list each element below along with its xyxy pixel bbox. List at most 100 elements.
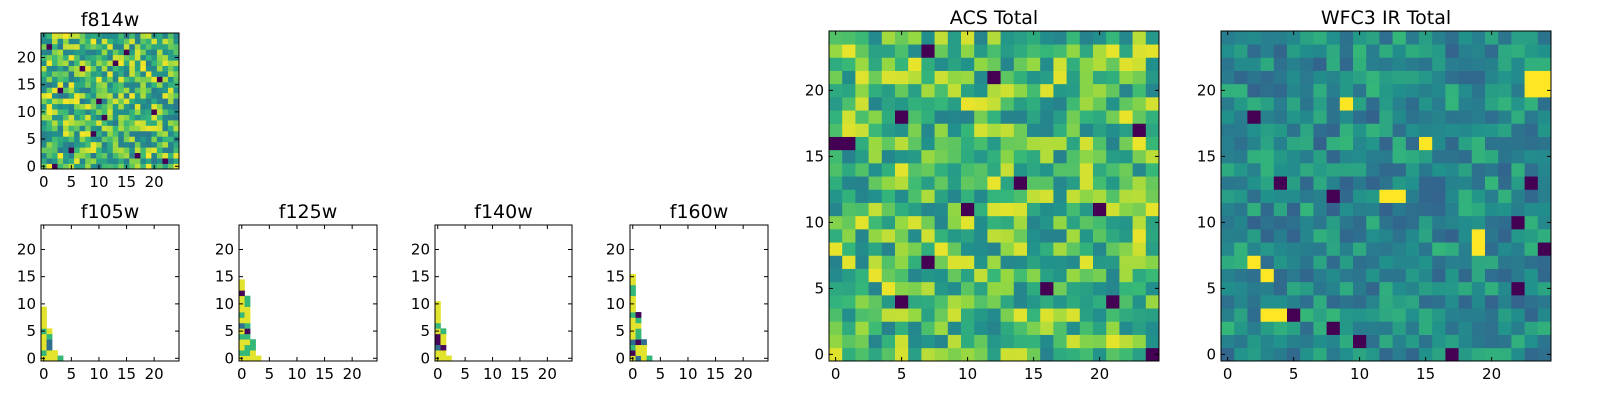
heatmap-cell <box>1313 347 1327 362</box>
heatmap-cell <box>250 344 256 351</box>
heatmap-cell <box>1445 136 1459 151</box>
heatmap-cell <box>1040 31 1054 45</box>
heatmap-cell <box>1471 255 1486 269</box>
heatmap-cell <box>57 65 64 72</box>
heatmap-cell <box>79 33 86 39</box>
heatmap-cell <box>46 350 53 356</box>
heatmap-cell <box>961 347 975 362</box>
heatmap-cell <box>908 295 922 309</box>
heatmap-cell <box>1013 281 1028 296</box>
heatmap-cell <box>96 81 103 88</box>
heatmap-cell <box>145 49 152 56</box>
heatmap-cell <box>1313 83 1327 98</box>
heatmap-cell <box>140 136 147 143</box>
heatmap-cell <box>118 87 125 94</box>
heatmap-cell <box>921 83 935 98</box>
heatmap-cell <box>107 92 114 99</box>
heatmap-cell <box>57 98 64 105</box>
heatmap-cell <box>934 308 949 322</box>
heatmap-cell <box>250 339 256 346</box>
heatmap-cell <box>167 87 174 94</box>
heatmap-cell <box>173 87 180 94</box>
heatmap-cell <box>1366 44 1380 58</box>
heatmap-cell <box>1405 189 1420 203</box>
heatmap-cell <box>1093 136 1107 151</box>
heatmap-cell <box>1524 308 1539 322</box>
heatmap-cell <box>79 125 86 132</box>
heatmap-cell <box>41 71 47 77</box>
heatmap-cell <box>1234 44 1248 58</box>
heatmap-cell <box>1040 255 1054 269</box>
panel-title: WFC3 IR Total <box>1321 7 1451 29</box>
heatmap-cell <box>1260 215 1275 230</box>
heatmap-cell <box>1458 44 1473 58</box>
heatmap-cell <box>145 141 152 148</box>
heatmap-cell <box>1339 281 1354 296</box>
heatmap-cell <box>90 81 97 88</box>
heatmap-cell <box>118 81 125 88</box>
heatmap-cell <box>1445 281 1459 296</box>
heatmap-cell <box>1066 70 1081 85</box>
heatmap-cell <box>1392 83 1407 98</box>
heatmap-cell <box>1419 268 1433 283</box>
heatmap-cell <box>1379 97 1393 111</box>
heatmap-cell <box>961 97 975 111</box>
heatmap-cell <box>123 71 130 77</box>
heatmap-cell <box>1260 70 1275 85</box>
heatmap-cell <box>1234 176 1248 190</box>
heatmap-cell <box>1079 295 1094 309</box>
heatmap-cell <box>134 60 141 66</box>
heatmap-cell <box>842 176 856 190</box>
heatmap-cell <box>52 103 58 110</box>
heatmap-cell <box>134 87 141 94</box>
heatmap-cell <box>1145 44 1160 58</box>
heatmap-cell <box>79 87 86 94</box>
heatmap-cell <box>1066 97 1081 111</box>
y-tick-label: 10 <box>411 295 430 313</box>
heatmap-cell <box>140 125 147 132</box>
heatmap-cell <box>1247 334 1261 349</box>
heatmap-cell <box>881 123 896 137</box>
heatmap-cell <box>1106 97 1120 111</box>
heatmap-cell <box>1247 229 1261 243</box>
heatmap-cell <box>1079 163 1094 177</box>
heatmap-cell <box>934 255 949 269</box>
heatmap-cell <box>1524 215 1539 230</box>
heatmap-cell <box>167 38 174 45</box>
heatmap-cell <box>244 328 251 335</box>
heatmap-cell <box>1287 176 1301 190</box>
heatmap-cell <box>68 54 75 61</box>
y-tick-label: 20 <box>17 48 36 66</box>
heatmap-cell <box>52 54 58 61</box>
heatmap-cell <box>947 215 962 230</box>
heatmap-cell <box>57 158 64 164</box>
heatmap-cell <box>1066 149 1081 164</box>
heatmap-cell <box>1326 215 1341 230</box>
heatmap-cell <box>1247 163 1261 177</box>
heatmap-cell <box>63 65 69 72</box>
heatmap-cell <box>961 44 975 58</box>
heatmap-cell <box>68 103 75 110</box>
heatmap-cell <box>101 158 108 164</box>
heatmap-cell <box>987 321 1001 335</box>
heatmap-cell <box>630 306 636 313</box>
heatmap-cell <box>151 120 158 126</box>
heatmap-cell <box>1419 163 1433 177</box>
heatmap-cell <box>1353 242 1367 256</box>
heatmap-cell <box>1040 281 1054 296</box>
heatmap-cell <box>1498 57 1512 71</box>
heatmap-cell <box>908 163 922 177</box>
heatmap-cell <box>145 76 152 83</box>
heatmap-cell <box>1458 163 1473 177</box>
heatmap-cell <box>908 176 922 190</box>
heatmap-cell <box>1273 295 1288 309</box>
heatmap-cell <box>1040 136 1054 151</box>
heatmap-cell <box>868 31 883 45</box>
heatmap-cell <box>167 33 174 39</box>
heatmap-cell <box>1511 215 1525 230</box>
heatmap-cell <box>881 242 896 256</box>
heatmap-cell <box>1471 242 1486 256</box>
heatmap-cell <box>829 295 843 309</box>
heatmap-cell <box>96 43 103 50</box>
